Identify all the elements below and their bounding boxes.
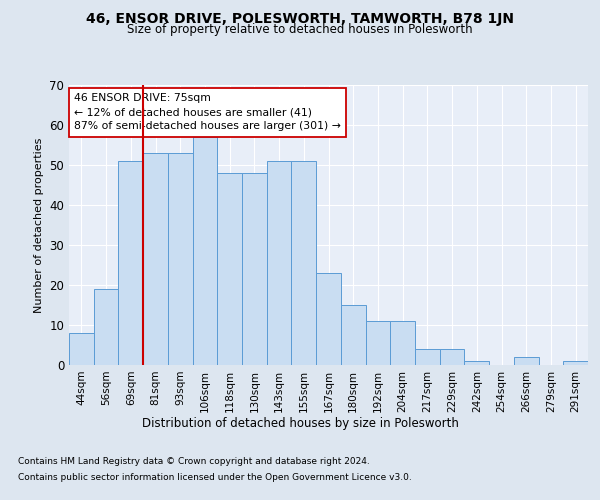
Bar	[514, 357, 539, 365]
Bar	[242, 173, 267, 365]
Bar	[217, 173, 242, 365]
Bar	[193, 137, 217, 365]
Bar	[143, 153, 168, 365]
Bar	[563, 361, 588, 365]
Bar	[118, 161, 143, 365]
Text: 46, ENSOR DRIVE, POLESWORTH, TAMWORTH, B78 1JN: 46, ENSOR DRIVE, POLESWORTH, TAMWORTH, B…	[86, 12, 514, 26]
Bar	[440, 349, 464, 365]
Bar	[390, 321, 415, 365]
Bar	[365, 321, 390, 365]
Bar	[168, 153, 193, 365]
Bar	[267, 161, 292, 365]
Bar	[341, 305, 365, 365]
Bar	[415, 349, 440, 365]
Bar	[69, 333, 94, 365]
Bar	[464, 361, 489, 365]
Bar	[316, 273, 341, 365]
Bar	[94, 289, 118, 365]
Y-axis label: Number of detached properties: Number of detached properties	[34, 138, 44, 312]
Text: Contains public sector information licensed under the Open Government Licence v3: Contains public sector information licen…	[18, 472, 412, 482]
Text: 46 ENSOR DRIVE: 75sqm
← 12% of detached houses are smaller (41)
87% of semi-deta: 46 ENSOR DRIVE: 75sqm ← 12% of detached …	[74, 94, 341, 132]
Text: Distribution of detached houses by size in Polesworth: Distribution of detached houses by size …	[142, 418, 458, 430]
Bar	[292, 161, 316, 365]
Text: Size of property relative to detached houses in Polesworth: Size of property relative to detached ho…	[127, 22, 473, 36]
Text: Contains HM Land Registry data © Crown copyright and database right 2024.: Contains HM Land Registry data © Crown c…	[18, 458, 370, 466]
